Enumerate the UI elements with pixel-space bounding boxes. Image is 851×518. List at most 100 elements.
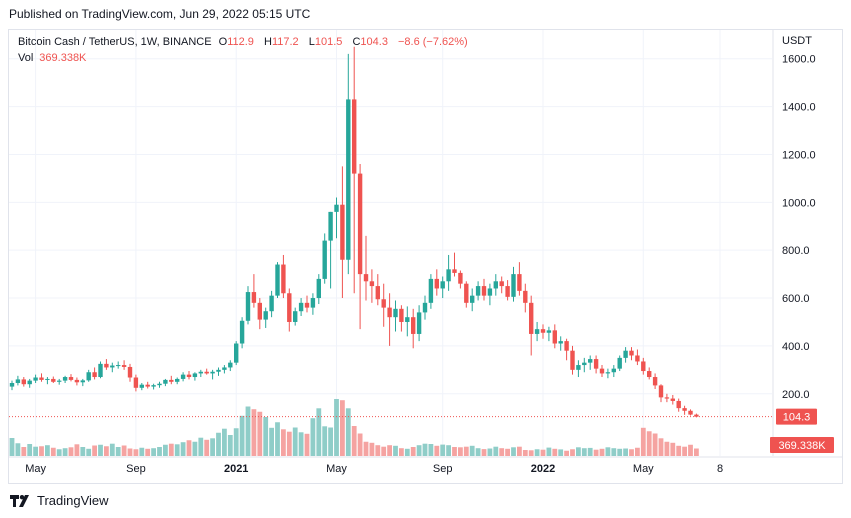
volume-bar	[576, 447, 581, 456]
candle-body	[239, 320, 245, 344]
candle-body	[251, 292, 257, 303]
candle-body	[281, 264, 286, 294]
candle-body	[387, 307, 392, 318]
candle-body	[363, 274, 369, 282]
volume-bar	[605, 447, 611, 456]
candle-body	[98, 363, 103, 378]
candle-body	[216, 369, 221, 372]
tradingview-logo-icon	[10, 494, 29, 507]
candle-body	[652, 377, 658, 386]
volume-bar	[670, 442, 676, 456]
candle-body	[228, 362, 233, 368]
candle-body	[346, 99, 351, 260]
time-tick-label: Sep	[433, 463, 453, 475]
candle-body	[440, 281, 445, 289]
volume-bar	[664, 441, 670, 456]
candle-body	[245, 292, 251, 321]
close-label: C	[352, 36, 361, 48]
volume-bar	[62, 448, 68, 456]
candle-body	[192, 373, 198, 378]
candle-body	[694, 414, 699, 417]
candle-body	[475, 286, 481, 296]
currency-label: USDT	[782, 35, 812, 47]
volume-bar	[399, 448, 404, 456]
volume-bar	[540, 449, 546, 456]
candle-body	[15, 379, 21, 384]
volume-bar	[133, 449, 139, 456]
volume-bar	[505, 448, 510, 456]
volume-bar	[121, 445, 127, 456]
published-caption: Published on TradingView.com, Jun 29, 20…	[9, 7, 311, 21]
volume-bar	[239, 415, 245, 456]
candle-body	[664, 397, 670, 399]
candle-body	[529, 302, 534, 334]
candle-body	[328, 211, 333, 241]
price-tick-label: 200.0	[782, 389, 810, 401]
candle-body	[416, 312, 422, 334]
candle-body	[257, 302, 262, 320]
change-value: −8.6 (−7.62%)	[398, 36, 468, 48]
volume-bar	[86, 448, 92, 456]
candle-body	[481, 286, 487, 296]
candle-body	[470, 295, 475, 303]
time-tick-label: 2021	[224, 463, 248, 475]
price-tick-label: 600.0	[782, 293, 810, 305]
candle-body	[493, 281, 498, 289]
volume-bar	[351, 426, 357, 456]
price-tick-label: 400.0	[782, 341, 810, 353]
candle-body	[381, 299, 386, 308]
volume-bar	[281, 429, 286, 456]
volume-bar	[15, 443, 21, 456]
price-tick-label: 1400.0	[782, 102, 816, 114]
volume-bar	[98, 444, 103, 456]
volume-bar	[640, 427, 646, 456]
volume-bar	[599, 448, 605, 456]
candle-body	[198, 371, 203, 374]
candle-body	[446, 269, 451, 282]
volume-bar	[216, 432, 221, 456]
candle-body	[145, 384, 150, 387]
candle-body	[605, 372, 611, 374]
last-price-label: 104.3	[783, 412, 811, 424]
volume-bar	[316, 408, 322, 456]
candle-body	[304, 302, 310, 308]
volume-bar	[676, 445, 682, 456]
candle-body	[658, 385, 664, 398]
volume-legend: Vol 369.338K	[18, 52, 86, 64]
candle-body	[375, 286, 380, 300]
volume-bar	[458, 447, 463, 456]
volume-bar	[334, 399, 339, 456]
candle-body	[62, 377, 68, 381]
candle-body	[534, 329, 540, 334]
volume-bar	[27, 444, 33, 456]
candle-body	[570, 350, 575, 370]
candle-body	[104, 363, 109, 368]
volume-bar	[345, 408, 351, 456]
candle-body	[670, 398, 675, 401]
candle-body	[611, 368, 616, 373]
volume-bar	[222, 428, 227, 456]
volume-bar	[428, 444, 434, 456]
candle-body	[163, 379, 168, 384]
candle-body	[499, 281, 504, 287]
volume-bar	[416, 445, 422, 456]
volume-bar	[109, 443, 115, 456]
volume-bar	[168, 443, 174, 456]
volume-bar	[487, 448, 493, 456]
candle-body	[269, 295, 274, 312]
candle-body	[369, 281, 375, 287]
volume-bar	[322, 426, 328, 456]
price-tick-label: 1000.0	[782, 197, 816, 209]
volume-bar	[682, 446, 687, 456]
tradingview-brand[interactable]: TradingView	[10, 493, 109, 508]
volume-bar	[304, 433, 310, 456]
candle-body	[9, 383, 15, 387]
candle-body	[564, 341, 569, 351]
candle-body	[399, 308, 404, 322]
last-price-badge	[776, 408, 817, 425]
volume-bar	[357, 433, 363, 456]
candle-body	[334, 204, 339, 212]
candle-body	[647, 371, 652, 378]
volume-bar	[517, 446, 522, 456]
